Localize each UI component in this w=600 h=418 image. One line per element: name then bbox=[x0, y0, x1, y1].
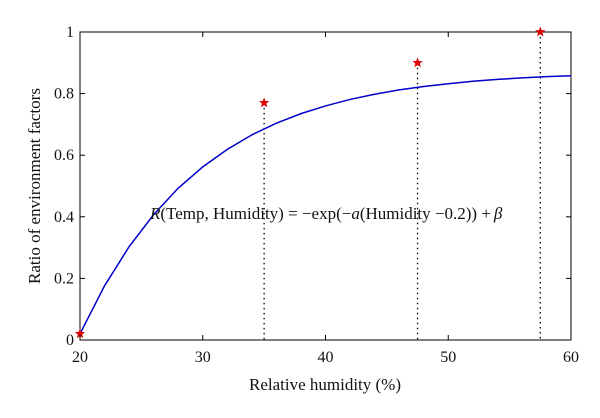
data-markers bbox=[74, 26, 546, 339]
y-tick-label: 0.2 bbox=[54, 270, 74, 287]
equation-annotation: R(Temp, Humidity) = −exp(−a(Humidity −0.… bbox=[149, 204, 503, 223]
x-tick-label: 50 bbox=[440, 349, 456, 366]
y-axis-ticks: 0 0.2 0.4 0.6 0.8 1 bbox=[54, 24, 571, 349]
data-point-star bbox=[74, 328, 86, 339]
y-tick-label: 0 bbox=[66, 332, 74, 349]
plot-area bbox=[79, 31, 572, 341]
x-axis-label: Relative humidity (%) bbox=[249, 375, 401, 394]
x-axis-ticks: 20 30 40 50 60 bbox=[72, 32, 579, 366]
x-tick-label: 60 bbox=[563, 349, 579, 366]
y-tick-label: 1 bbox=[66, 24, 74, 41]
fitted-curve bbox=[79, 74, 572, 335]
data-point-star bbox=[412, 57, 423, 68]
y-tick-label: 0.6 bbox=[54, 147, 74, 164]
x-tick-label: 40 bbox=[318, 349, 334, 366]
x-tick-label: 30 bbox=[195, 349, 211, 366]
reference-lines bbox=[263, 32, 541, 340]
data-point-star bbox=[535, 26, 546, 37]
data-point-star bbox=[258, 97, 270, 108]
y-axis-label: Ratio of environment factors bbox=[25, 88, 44, 284]
y-tick-label: 0.4 bbox=[54, 209, 74, 226]
x-tick-label: 20 bbox=[72, 349, 88, 366]
y-tick-label: 0.8 bbox=[54, 86, 74, 103]
